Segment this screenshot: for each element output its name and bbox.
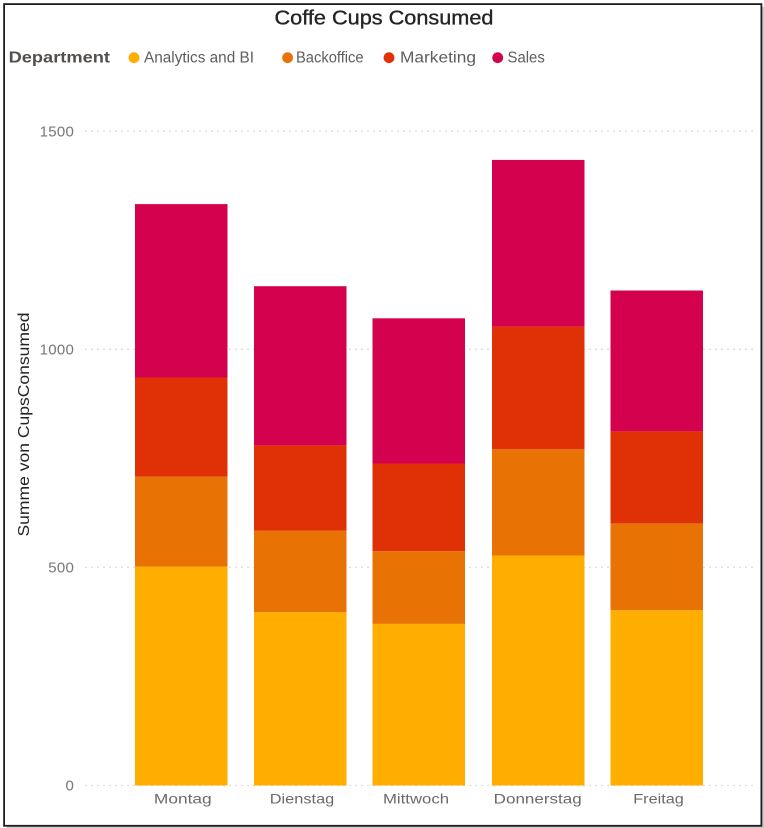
svg-text:Montag: Montag: [154, 791, 212, 807]
svg-text:Analytics and BI: Analytics and BI: [144, 50, 254, 67]
svg-text:Dienstag: Dienstag: [270, 791, 335, 807]
svg-text:Marketing: Marketing: [400, 50, 476, 67]
svg-text:Coffe Cups Consumed: Coffe Cups Consumed: [275, 7, 494, 30]
svg-text:0: 0: [66, 778, 75, 795]
svg-text:Sales: Sales: [508, 50, 546, 67]
svg-text:Summe von CupsConsumed: Summe von CupsConsumed: [16, 313, 33, 537]
svg-text:Freitag: Freitag: [633, 791, 684, 807]
svg-text:Department: Department: [9, 50, 110, 67]
svg-text:1500: 1500: [40, 124, 75, 141]
svg-text:1000: 1000: [40, 341, 75, 358]
svg-text:Backoffice: Backoffice: [296, 50, 364, 67]
svg-text:Mittwoch: Mittwoch: [383, 791, 449, 807]
svg-text:Donnerstag: Donnerstag: [494, 791, 582, 807]
svg-text:500: 500: [48, 559, 74, 576]
